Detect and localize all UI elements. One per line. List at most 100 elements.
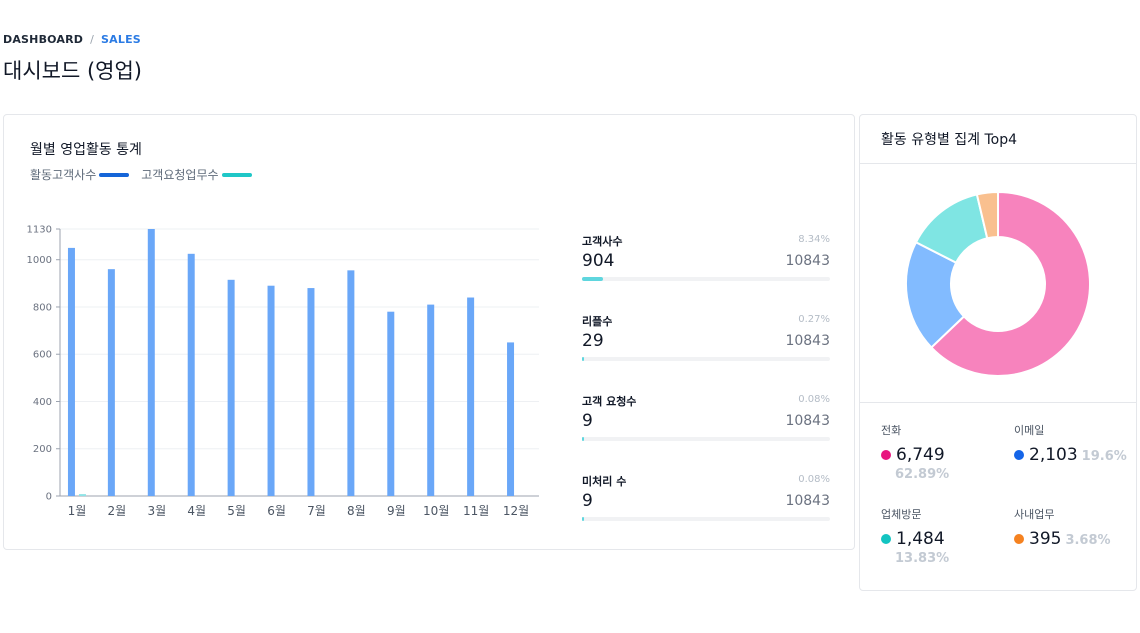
summary-dot [881,534,891,544]
summary-value: 1,484 [896,529,945,549]
donut-slice [929,190,1091,377]
summary-internal: 사내업무 395 3.68% [1014,506,1140,549]
donut-slice [975,190,999,240]
stat-replies: 리플수 0.27% 29 10843 [582,313,830,393]
summary-percent: 19.6% [1081,449,1127,464]
stat-progress-track [582,357,830,361]
x-tick-label: 5월 [227,504,246,518]
bar-customers [267,285,275,496]
legend-item-requests[interactable]: 고객요청업무수 [141,166,252,183]
summary-value: 2,103 [1029,445,1078,465]
stat-percent: 0.08% [798,394,830,405]
x-tick-label: 8월 [347,504,366,518]
summary-label: 전화 [881,424,902,437]
stat-requests: 고객 요청수 0.08% 9 10843 [582,393,830,473]
bar-customers [507,342,515,496]
stat-progress-track [582,517,830,521]
summary-percent: 3.68% [1065,533,1111,548]
stat-total: 10843 [785,413,830,429]
bar-customers [227,279,235,496]
legend-label-requests: 고객요청업무수 [141,168,219,182]
breadcrumb-current[interactable]: SALES [101,33,141,46]
legend-label-customers: 활동고객사수 [30,168,97,182]
stat-percent: 8.34% [798,234,830,245]
x-tick-label: 12월 [503,504,529,518]
bar-customers [427,304,435,496]
page-title: 대시보드 (영업) [3,59,142,83]
y-tick-label: 600 [33,350,52,361]
breadcrumb: DASHBOARD / SALES [3,33,141,46]
summary-label: 이메일 [1014,424,1045,437]
summary-label: 사내업무 [1014,508,1055,521]
activity-type-header: 활동 유형별 집계 Top4 [860,115,1136,164]
y-tick-label: 1000 [27,255,52,266]
monthly-chart-title: 월별 영업활동 통계 [30,142,142,158]
donut-chart-area [860,164,1136,403]
summary-label: 업체방문 [881,508,922,521]
stat-progress-track [582,437,830,441]
stat-total: 10843 [785,253,830,269]
stat-total: 10843 [785,493,830,509]
bar-customers [307,288,315,496]
stat-value: 9 [582,411,593,431]
stat-percent: 0.08% [798,474,830,485]
stat-total: 10843 [785,333,830,349]
bar-customers [187,253,195,496]
legend-item-customers[interactable]: 활동고객사수 [30,166,130,183]
summary-phone: 전화 6,749 62.89% [881,422,1011,482]
x-tick-label: 6월 [267,504,286,518]
stat-progress-fill [582,517,584,521]
bar-customers [387,311,395,496]
stat-label: 미처리 수 [582,475,627,488]
stat-value: 904 [582,251,615,271]
summary-dot [1014,534,1024,544]
stat-progress-fill [582,357,584,361]
y-tick-label: 0 [46,492,52,503]
bar-customers [467,297,475,496]
x-tick-label: 2월 [108,504,127,518]
stat-customers: 고객사수 8.34% 904 10843 [582,233,830,313]
stat-value: 9 [582,491,593,511]
stat-label: 고객 요청수 [582,395,637,408]
breadcrumb-dashboard-link[interactable]: DASHBOARD [3,33,84,46]
legend-swatch-customers [99,172,130,177]
stat-unprocessed: 미처리 수 0.08% 9 10843 [582,473,830,553]
bar-customers [67,247,75,496]
x-tick-label: 10월 [423,504,449,518]
bar-customers [107,269,115,496]
summary-value: 6,749 [896,445,945,465]
x-tick-label: 3월 [147,504,166,518]
monthly-bar-chart: 0 200 400 600 800 1000 1130 1월 2월 3월 4월 5월 6월 7월 8월 9월 1… [27,225,539,518]
x-tick-label: 11월 [463,504,489,518]
y-tick-label: 200 [33,444,52,455]
x-tick-label: 7월 [307,504,326,518]
summary-value: 395 [1029,529,1062,549]
stats-panel: 고객사수 8.34% 904 10843 리플수 0.27% 29 10843 … [582,233,830,553]
summary-percent: 62.89% [895,467,950,482]
breadcrumb-separator: / [90,33,95,46]
stat-value: 29 [582,331,604,351]
chart-legend: 활동고객사수 고객요청업무수 [30,166,252,183]
stat-label: 고객사수 [582,235,623,248]
x-tick-label: 4월 [187,504,206,518]
stat-progress-fill [582,277,603,281]
monthly-activity-card: 월별 영업활동 통계 활동고객사수 고객요청업무수 0 200 400 600 800 1… [3,114,855,550]
stat-progress-fill [582,437,584,441]
activity-type-title: 활동 유형별 집계 Top4 [881,132,1018,148]
summary-percent: 13.83% [895,551,950,566]
y-tick-label: 1130 [27,225,52,236]
summary-dot [881,450,891,460]
y-tick-label: 800 [33,302,52,313]
x-tick-label: 1월 [68,504,87,518]
summary-dot [1014,450,1024,460]
legend-swatch-requests [221,172,252,177]
stat-progress-track [582,277,830,281]
bar-customers [347,270,355,496]
stat-label: 리플수 [582,315,613,328]
stat-percent: 0.27% [798,314,830,325]
activity-type-card: 활동 유형별 집계 Top4 전화 6,749 62.89% 이메일 2,103… [859,114,1137,591]
y-tick-label: 400 [33,397,52,408]
summary-visit: 업체방문 1,484 13.83% [881,506,1011,566]
bar-customers [147,229,155,496]
summary-email: 이메일 2,103 19.6% [1014,422,1140,465]
